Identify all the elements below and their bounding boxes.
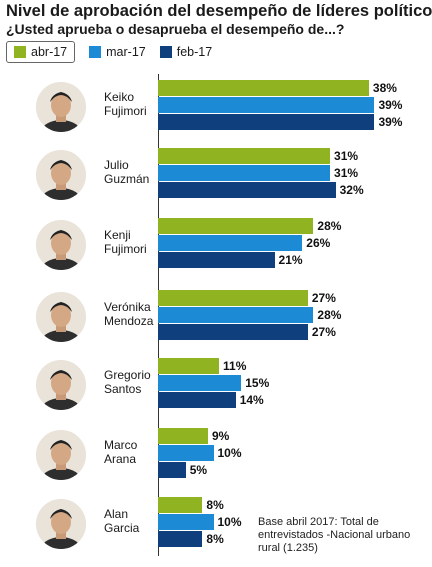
legend-item-feb-17: feb-17 (159, 45, 213, 59)
bar-abr-17 (158, 497, 203, 513)
leader-name-line2: Guzmán (104, 172, 150, 186)
bar-feb-17 (158, 252, 275, 268)
bar-mar-17 (158, 375, 242, 391)
leader-name-line1: Kenji (104, 228, 131, 242)
bar-mar-17 (158, 165, 331, 181)
leader-name: Kenji Fujimori (104, 228, 164, 256)
leader-name-line2: Santos (104, 382, 142, 396)
bar-feb-17 (158, 182, 336, 198)
leader-name-line1: Julio (104, 158, 129, 172)
leader-name: Marco Arana (104, 438, 164, 466)
leader-name-line1: Alan (104, 507, 129, 521)
bar-abr-17 (158, 148, 331, 164)
leader-name: Alan Garcia (104, 507, 164, 535)
data-label: 10% (217, 515, 242, 529)
leader-name-line1: Keiko (104, 90, 135, 104)
bar-feb-17 (158, 114, 375, 130)
footnote: Base abril 2017: Total de entrevistados … (258, 516, 411, 554)
leader-name: Gregorio Santos (104, 368, 164, 396)
leader-name-line2: Garcia (104, 521, 140, 535)
bar-mar-17 (158, 307, 314, 323)
bar-mar-17 (158, 514, 214, 530)
data-label: 27% (311, 325, 336, 339)
bar-abr-17 (158, 290, 308, 306)
leader-name-line1: Marco (104, 438, 138, 452)
data-label: 39% (378, 98, 403, 112)
data-label: 28% (317, 308, 342, 322)
data-label: 21% (278, 253, 303, 267)
leader-photo (36, 220, 86, 270)
data-label: 10% (217, 446, 242, 460)
leader-name-line1: Verónika (104, 300, 151, 314)
leader-photo (36, 82, 86, 132)
data-label: 14% (239, 393, 264, 407)
bar-abr-17 (158, 358, 220, 374)
bar-feb-17 (158, 392, 236, 408)
legend-label: feb-17 (176, 45, 213, 59)
data-label: 38% (372, 81, 397, 95)
data-label: 9% (211, 429, 230, 443)
legend-item-mar-17: mar-17 (89, 45, 146, 59)
bar-feb-17 (158, 462, 186, 478)
leader-name-line2: Fujimori (104, 104, 147, 118)
legend-swatch-mar-17 (89, 46, 102, 58)
bar-feb-17 (158, 531, 203, 547)
chart-title: Nivel de aprobación del desempeño de líd… (6, 2, 432, 20)
data-label: 5% (189, 463, 208, 477)
bar-abr-17 (158, 80, 369, 96)
data-label: 27% (311, 291, 336, 305)
bar-abr-17 (158, 218, 314, 234)
data-label: 8% (206, 498, 224, 512)
data-label: 11% (223, 359, 247, 373)
chart-subtitle: ¿Usted aprueba o desaprueba el desempeño… (6, 21, 345, 37)
leader-name: Julio Guzmán (104, 158, 164, 186)
legend-label: mar-17 (106, 45, 146, 59)
bar-mar-17 (158, 235, 303, 251)
bar-feb-17 (158, 324, 308, 340)
legend-swatch-feb-17 (159, 46, 172, 58)
leader-name: Verónika Mendoza (104, 300, 164, 328)
leader-name-line1: Gregorio (104, 368, 151, 382)
legend-swatch-abr-17 (14, 46, 26, 58)
leader-photo (36, 360, 86, 410)
leader-name-line2: Mendoza (104, 314, 154, 328)
leader-name-line2: Fujimori (104, 242, 147, 256)
data-label: 39% (378, 115, 403, 129)
legend-item-abr-17: abr-17 (6, 41, 76, 63)
leader-name-line2: Arana (104, 452, 137, 466)
data-label: 31% (334, 149, 359, 163)
data-label: 28% (317, 219, 342, 233)
bar-abr-17 (158, 428, 208, 444)
leader-photo (36, 150, 86, 200)
data-label: 15% (245, 376, 270, 390)
data-label: 26% (306, 236, 331, 250)
leader-photo (36, 430, 86, 480)
leader-photo (36, 292, 86, 342)
legend: abr-17 mar-17 feb-17 (6, 40, 226, 64)
bar-mar-17 (158, 97, 375, 113)
data-label: 32% (339, 183, 364, 197)
bar-mar-17 (158, 445, 214, 461)
legend-label: abr-17 (31, 45, 68, 59)
data-label: 8% (206, 532, 224, 546)
leader-photo (36, 499, 86, 549)
data-label: 31% (334, 166, 359, 180)
leader-name: Keiko Fujimori (104, 90, 164, 118)
